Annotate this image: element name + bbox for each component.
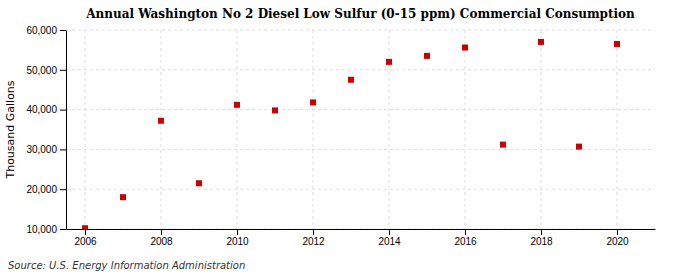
grid-line-x [161,30,162,229]
y-axis: 10,000 20,000 30,000 40,000 50,000 60,000 [26,25,66,235]
x-tick-mark [237,229,238,235]
x-tick-label: 2006 [74,236,97,247]
y-tick-label: 10,000 [26,224,57,235]
grid-line-y [66,109,655,110]
point [120,194,126,200]
point [500,142,506,148]
grid-line-x [313,30,314,229]
grid-line-x [85,30,86,229]
y-tick: 50,000 [26,65,66,76]
x-axis-line [67,229,656,230]
y-tick: 20,000 [26,184,66,195]
grid-line-x [617,30,618,229]
point [576,144,582,150]
x-tick-label: 2012 [302,236,325,247]
x-axis: 2006 2008 2010 2012 2014 2016 2018 2020 [67,229,656,247]
y-tick-mark [60,70,66,71]
x-tick: 2018 [530,229,553,247]
x-tick-label: 2010 [226,236,249,247]
x-tick-mark [465,229,466,235]
source-note: Source: U.S. Energy Information Administ… [8,260,245,271]
x-tick: 2012 [302,229,325,247]
x-tick-label: 2008 [150,236,173,247]
x-tick: 2006 [74,229,97,247]
point [462,45,468,51]
y-tick-label: 30,000 [26,144,57,155]
x-tick-mark [541,229,542,235]
y-tick-mark [60,30,66,31]
point [196,180,202,186]
x-tick-mark [617,229,618,235]
y-tick-label: 40,000 [26,104,57,115]
point [348,77,354,83]
x-tick-label: 2018 [530,236,553,247]
point [158,118,164,124]
point [310,99,316,105]
y-tick-mark [60,189,66,190]
point [614,41,620,47]
y-tick-label: 60,000 [26,25,57,36]
x-tick-mark [313,229,314,235]
points [82,39,620,229]
point [272,107,278,113]
y-tick-mark [60,149,66,150]
y-tick-mark [60,110,66,111]
grid-line-y [66,149,655,150]
y-tick: 30,000 [26,144,66,155]
x-tick-mark [161,229,162,235]
y-tick: 10,000 [26,224,66,235]
y-tick-mark [60,229,66,230]
point [386,59,392,65]
y-tick: 40,000 [26,104,66,115]
x-tick-label: 2014 [378,236,401,247]
plot-area: 2006 2008 2010 2012 2014 2016 2018 2020 10,000 20… [26,25,655,247]
y-tick: 60,000 [26,25,66,36]
y-axis-label: Thousand Gallons [4,80,17,179]
chart: 2006 2008 2010 2012 2014 2016 2018 2020 10,000 20… [0,0,675,275]
grid-line-y [66,69,655,70]
y-axis-line [66,31,67,230]
y-tick-label: 20,000 [26,184,57,195]
grid-line-y [66,189,655,190]
grid-line-y [66,229,655,230]
grid-line-x [465,30,466,229]
x-tick: 2016 [454,229,477,247]
x-tick: 2008 [150,229,173,247]
point [234,102,240,108]
grid-line-y [66,30,655,31]
x-tick: 2010 [226,229,249,247]
x-tick-label: 2016 [454,236,477,247]
x-tick: 2020 [606,229,629,247]
title: Annual Washington No 2 Diesel Low Sulfur… [85,7,635,21]
x-tick-mark [389,229,390,235]
x-tick: 2014 [378,229,401,247]
point [424,53,430,59]
y-tick-label: 50,000 [26,65,57,76]
point [538,39,544,45]
grid-line-x [237,30,238,229]
grid-line-x [541,30,542,229]
point [82,225,88,229]
x-tick-mark [85,229,86,235]
x-tick-label: 2020 [606,236,629,247]
grid [66,30,655,229]
